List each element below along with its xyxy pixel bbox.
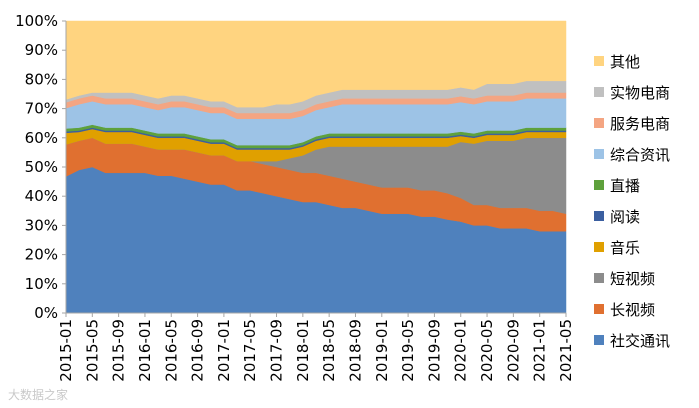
x-tick-label: 2017-05 — [241, 319, 259, 382]
legend-label: 综合资讯 — [610, 146, 670, 164]
y-tick-label: 40% — [25, 187, 58, 205]
y-tick-label: 90% — [25, 41, 58, 59]
legend-label: 长视频 — [610, 301, 655, 319]
legend-swatch — [594, 304, 604, 314]
legend-label: 直播 — [610, 177, 640, 195]
x-tick-label: 2021-01 — [531, 319, 549, 382]
x-tick-label: 2015-01 — [57, 319, 75, 382]
legend-swatch — [594, 118, 604, 128]
y-tick-label: 10% — [25, 275, 58, 293]
legend-swatch — [594, 149, 604, 159]
x-tick-label: 2017-09 — [268, 319, 286, 382]
y-tick-label: 80% — [25, 70, 58, 88]
y-tick-label: 50% — [25, 158, 58, 176]
legend-swatch — [594, 56, 604, 66]
x-tick-label: 2016-05 — [162, 319, 180, 382]
x-tick-label: 2020-09 — [504, 319, 522, 382]
y-tick-label: 30% — [25, 216, 58, 234]
legend-label: 社交通讯 — [610, 332, 670, 350]
y-tick-label: 20% — [25, 246, 58, 264]
legend-swatch — [594, 335, 604, 345]
y-tick-labels: 0% 10% 20% 30% 40% 50% 60% 70% 80% 90% 100% — [15, 12, 66, 322]
x-tick-label: 2016-09 — [189, 319, 207, 382]
x-tick-label: 2015-09 — [110, 319, 128, 382]
x-tick-label: 2016-01 — [136, 319, 154, 382]
legend-label: 其他 — [610, 53, 640, 71]
legend-swatch — [594, 87, 604, 97]
legend-label: 实物电商 — [610, 84, 670, 102]
area-series-9 — [65, 20, 567, 108]
legend-label: 服务电商 — [610, 115, 670, 133]
x-tick-label: 2015-05 — [83, 319, 101, 382]
y-tick-label: 60% — [25, 129, 58, 147]
legend-label: 阅读 — [610, 208, 640, 226]
area-series-group — [65, 20, 567, 314]
x-tick-label: 2018-09 — [346, 319, 364, 382]
x-tick-label: 2018-05 — [320, 319, 338, 382]
legend-label: 音乐 — [610, 239, 640, 257]
y-tick-label: 100% — [15, 12, 58, 30]
x-tick-label: 2020-01 — [452, 319, 470, 382]
legend-swatch — [594, 180, 604, 190]
y-tick-label: 70% — [25, 100, 58, 118]
legend-swatch — [594, 273, 604, 283]
legend-swatch — [594, 211, 604, 221]
x-tick-label: 2019-09 — [425, 319, 443, 382]
x-tick-labels: 2015-01 2015-05 2015-09 2016-01 2016-05 2016-… — [57, 313, 575, 382]
x-tick-label: 2021-05 — [557, 319, 575, 382]
x-tick-label: 2019-01 — [373, 319, 391, 382]
y-tick-label: 0% — [34, 304, 58, 322]
legend-label: 短视频 — [610, 270, 655, 288]
x-tick-label: 2018-01 — [294, 319, 312, 382]
x-tick-label: 2019-05 — [399, 319, 417, 382]
legend-swatch — [594, 242, 604, 252]
watermark-text: 大数据之家 — [8, 388, 69, 402]
x-tick-label: 2017-01 — [215, 319, 233, 382]
x-tick-label: 2020-05 — [478, 319, 496, 382]
